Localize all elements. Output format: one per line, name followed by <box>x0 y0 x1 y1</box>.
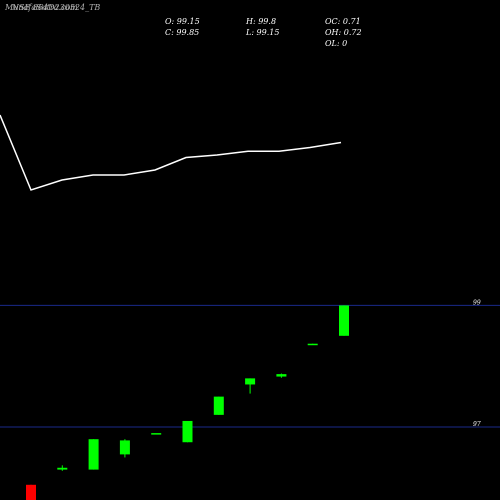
line-chart <box>0 114 342 191</box>
symbol-overlay-2: NSE 864D230524_TB <box>12 3 101 12</box>
candle-body <box>57 467 68 470</box>
ol-value: OL: 0 <box>325 39 348 48</box>
close-price-line <box>0 114 342 191</box>
oh-value: OH: 0.72 <box>325 28 362 37</box>
candle-body <box>26 484 36 500</box>
candle-body <box>307 343 318 346</box>
low-value: L: 99.15 <box>246 28 280 37</box>
close-value: C: 99.85 <box>165 28 200 37</box>
candle-body <box>119 440 130 455</box>
candle-body <box>151 433 162 435</box>
y-tick-label: 99 <box>473 299 481 306</box>
candlestick-chart <box>26 305 349 500</box>
oc-value: OC: 0.71 <box>325 17 361 26</box>
candle-body <box>339 305 349 336</box>
candle-body <box>213 396 224 415</box>
high-value: H: 99.8 <box>246 17 277 26</box>
open-value: O: 99.15 <box>165 17 200 26</box>
candle-body <box>276 374 287 377</box>
candle-body <box>88 439 99 470</box>
y-tick-label: 97 <box>473 421 481 428</box>
candle-body <box>182 420 193 443</box>
symbol-overlay-1: MunafaSutra.com <box>5 3 78 12</box>
price-gridlines <box>0 304 500 428</box>
candle-body <box>245 378 256 385</box>
y-axis-ticks: 99 97 <box>473 299 481 428</box>
